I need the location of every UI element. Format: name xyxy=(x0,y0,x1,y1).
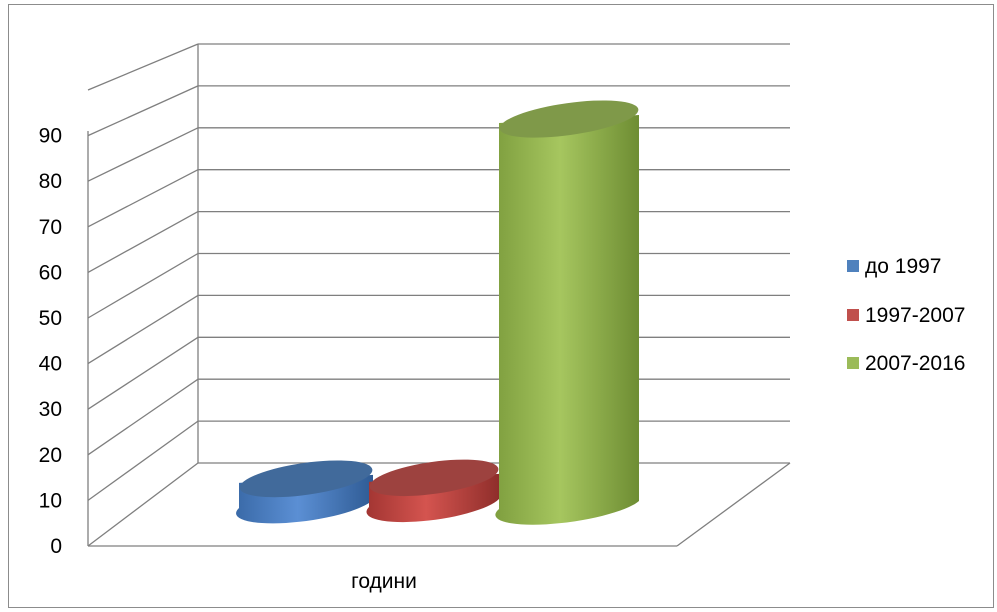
legend-swatch-series-2 xyxy=(847,309,859,321)
side-gridline xyxy=(87,252,199,319)
side-gridline xyxy=(87,211,199,273)
side-gridline xyxy=(87,43,199,91)
side-gridline xyxy=(87,420,199,501)
floor-edge xyxy=(676,462,791,547)
gridlines xyxy=(87,43,791,547)
side-gridline xyxy=(87,294,199,365)
category-label: години xyxy=(351,570,417,593)
y-tick-label: 70 xyxy=(39,216,62,239)
y-tick-label: 40 xyxy=(39,353,62,376)
side-gridline xyxy=(87,378,199,456)
legend-label-series-1: до 1997 xyxy=(865,255,941,278)
side-gridline xyxy=(87,336,199,410)
bar-series-2 xyxy=(366,459,499,523)
side-gridline xyxy=(87,127,199,182)
y-tick-label: 90 xyxy=(39,125,62,148)
legend-label-series-2: 1997-2007 xyxy=(865,304,965,327)
bars xyxy=(236,100,639,525)
bar-series-1 xyxy=(236,460,373,524)
axes xyxy=(87,44,677,547)
y-tick-labels: 0 10 20 30 40 50 60 70 80 90 xyxy=(39,125,62,558)
y-tick-label: 80 xyxy=(39,170,62,193)
legend-label-series-3: 2007-2016 xyxy=(865,352,965,375)
y-tick-label: 0 xyxy=(50,535,62,558)
side-gridline xyxy=(87,85,199,137)
side-gridline xyxy=(87,462,199,547)
y-tick-label: 10 xyxy=(39,489,62,512)
y-tick-label: 30 xyxy=(39,398,62,421)
legend: до 1997 1997-2007 2007-2016 xyxy=(847,255,965,375)
y-tick-label: 60 xyxy=(39,261,62,284)
side-gridline xyxy=(87,169,199,228)
legend-swatch-series-3 xyxy=(847,357,859,369)
bar-series-3 xyxy=(495,100,639,525)
bar-top-series-2 xyxy=(369,459,499,497)
legend-swatch-series-1 xyxy=(847,260,859,272)
bar-body-series-3 xyxy=(495,115,639,525)
bar-top-series-3 xyxy=(499,100,639,138)
bar-top-series-1 xyxy=(239,460,373,498)
y-tick-label: 50 xyxy=(39,307,62,330)
y-tick-label: 20 xyxy=(39,444,62,467)
